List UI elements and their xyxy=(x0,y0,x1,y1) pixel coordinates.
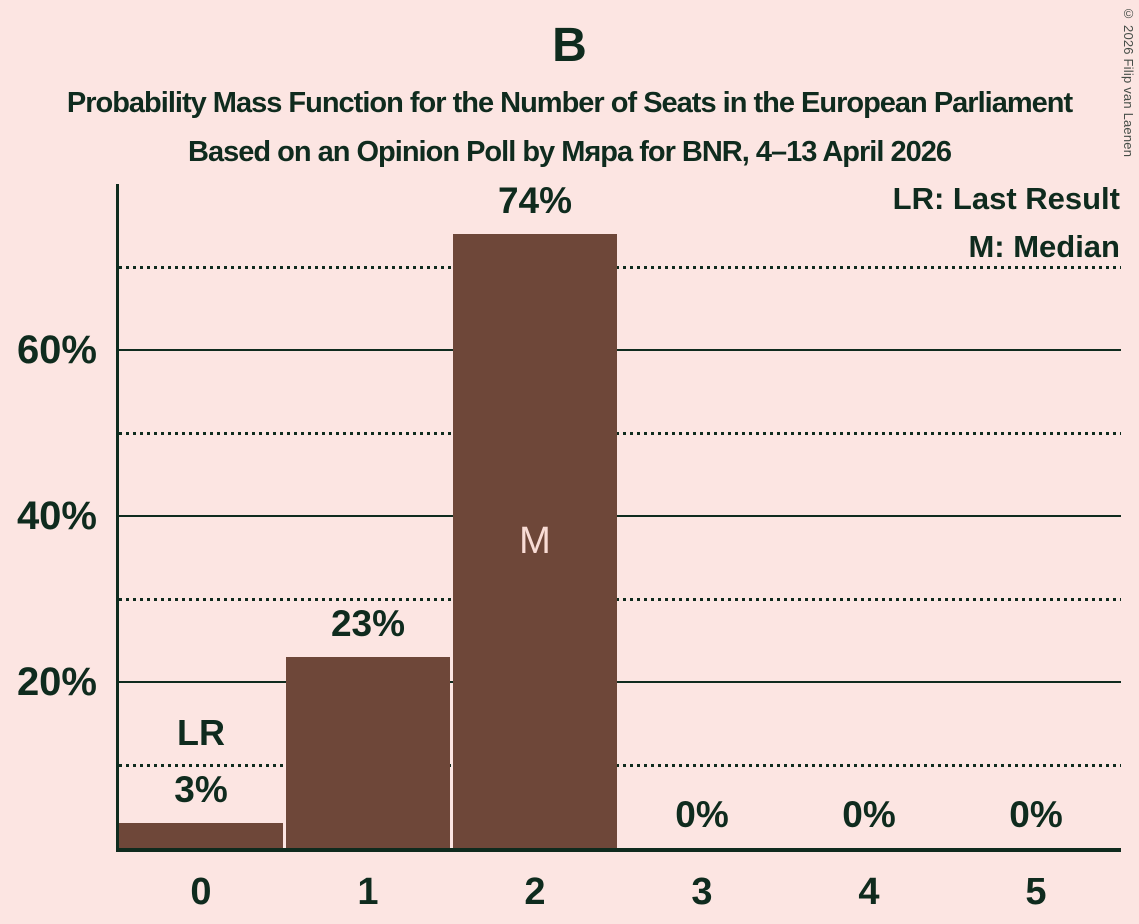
bar-0 xyxy=(119,823,283,848)
x-tick-label-2: 2 xyxy=(524,871,546,913)
x-tick-label-1: 1 xyxy=(357,871,379,913)
x-tick-label-3: 3 xyxy=(691,871,713,913)
gridline-solid-20 xyxy=(119,681,1121,683)
bar-2 xyxy=(453,234,617,848)
x-tick-label-5: 5 xyxy=(1025,871,1047,913)
gridline-dotted-30 xyxy=(119,598,1121,601)
x-axis-line xyxy=(116,848,1121,852)
x-tick-label-4: 4 xyxy=(858,871,880,913)
value-label-3: 0% xyxy=(675,794,729,835)
gridline-solid-60 xyxy=(119,349,1121,351)
y-axis-line xyxy=(116,184,119,852)
gridline-dotted-70 xyxy=(119,266,1121,269)
gridline-solid-40 xyxy=(119,515,1121,517)
gridline-dotted-50 xyxy=(119,432,1121,435)
last-result-label: LR xyxy=(177,712,225,753)
legend-median: M: Median xyxy=(968,229,1120,264)
median-label: M xyxy=(519,520,551,562)
value-label-2: 74% xyxy=(497,180,573,221)
value-label-0: 3% xyxy=(174,769,228,810)
chart-subtitle: Probability Mass Function for the Number… xyxy=(66,87,1073,119)
chart-source-line: Based on an Opinion Poll by Мяра for BNR… xyxy=(188,136,952,168)
y-tick-label-60: 60% xyxy=(16,328,97,372)
value-label-5: 0% xyxy=(1009,794,1063,835)
value-label-1: 23% xyxy=(330,603,406,644)
copyright-notice: © 2026 Filip van Laenen xyxy=(1121,6,1136,158)
bar-1 xyxy=(286,657,450,848)
x-tick-label-0: 0 xyxy=(190,871,212,913)
y-tick-label-20: 20% xyxy=(16,660,97,704)
value-label-4: 0% xyxy=(842,794,896,835)
chart-title: B xyxy=(552,19,587,72)
y-tick-label-40: 40% xyxy=(16,494,97,538)
legend-last-result: LR: Last Result xyxy=(892,181,1120,216)
gridline-dotted-10 xyxy=(119,764,1121,767)
